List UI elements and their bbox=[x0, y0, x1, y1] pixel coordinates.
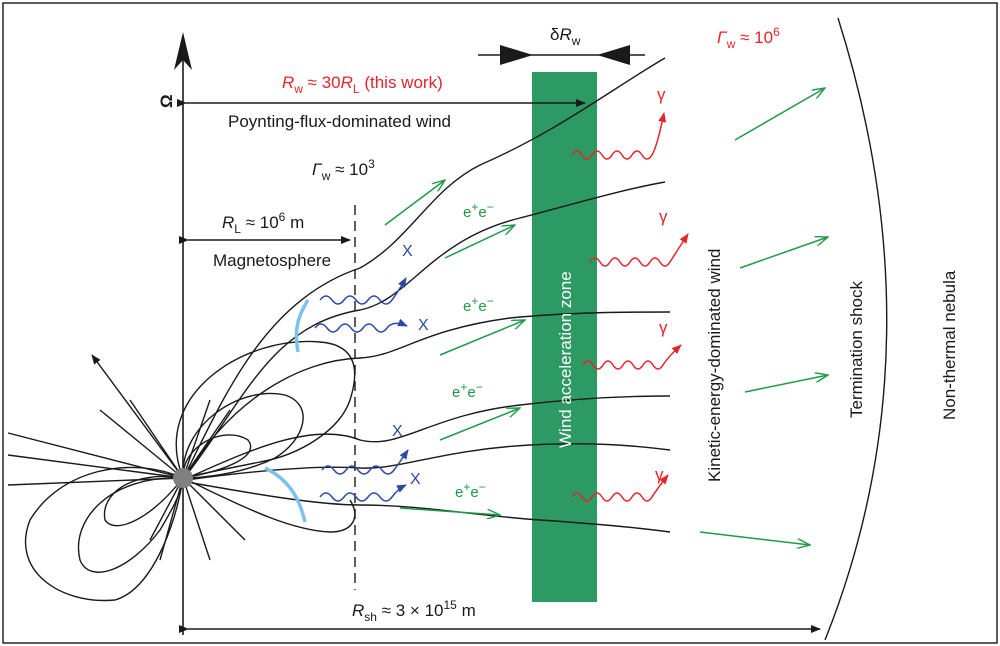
dimension-arrows bbox=[177, 54, 821, 633]
xray-wiggles bbox=[314, 277, 409, 502]
xray-label-1: X bbox=[402, 243, 413, 260]
rsh-label: Rsh ≈ 3 × 1015 m bbox=[352, 598, 476, 624]
neutron-star bbox=[173, 468, 193, 488]
gamma-w-near-label: Γw ≈ 103 bbox=[312, 157, 375, 183]
open-field-lines bbox=[184, 57, 671, 533]
pair-label-3: e+e− bbox=[452, 380, 483, 401]
nebula-label: Non-thermal nebula bbox=[940, 270, 959, 420]
gamma-wiggles bbox=[571, 112, 689, 502]
termination-shock-label: Termination shock bbox=[847, 280, 866, 418]
xray-label-2: X bbox=[418, 317, 429, 334]
delta-rw-arrowhead-right bbox=[597, 45, 630, 65]
gamma-w-far-label: Γw ≈ 106 bbox=[717, 25, 780, 51]
rw-this-work-label: Rw ≈ 30RL (this work) bbox=[282, 73, 443, 96]
gamma-label-3: γ bbox=[659, 318, 668, 337]
delta-rw-arrowhead-left bbox=[500, 45, 533, 65]
rl-label: RL ≈ 106 m bbox=[222, 210, 304, 236]
kinetic-wind-label: Kinetic-energy-dominated wind bbox=[705, 249, 724, 482]
xray-label-3: X bbox=[392, 423, 403, 440]
gamma-label-2: γ bbox=[659, 207, 668, 226]
termination-shock-arc bbox=[824, 17, 888, 641]
wind-zone-label: Wind acceleration zone bbox=[556, 271, 575, 448]
pair-label-4: e+e− bbox=[455, 480, 486, 501]
radial-field-lines bbox=[7, 399, 246, 561]
delta-rw-label: δRw bbox=[550, 25, 581, 48]
poynting-label: Poynting-flux-dominated wind bbox=[228, 112, 451, 131]
magnetosphere-label: Magnetosphere bbox=[213, 251, 331, 270]
light-cylinder-arc-lower bbox=[264, 466, 307, 523]
light-cylinder-arc-upper bbox=[294, 299, 310, 353]
wind-flow-arrows bbox=[384, 88, 828, 545]
wind-acceleration-zone bbox=[532, 72, 597, 602]
pair-label-1: e+e− bbox=[463, 200, 494, 221]
magnetic-axis bbox=[91, 354, 184, 479]
pair-label-2: e+e− bbox=[463, 294, 494, 315]
gamma-label-1: γ bbox=[657, 85, 666, 104]
rotation-axis-arrowhead bbox=[174, 32, 192, 70]
gamma-label-4: γ bbox=[655, 465, 664, 484]
xray-label-4: X bbox=[410, 471, 421, 488]
omega-label: Ω bbox=[157, 94, 176, 108]
